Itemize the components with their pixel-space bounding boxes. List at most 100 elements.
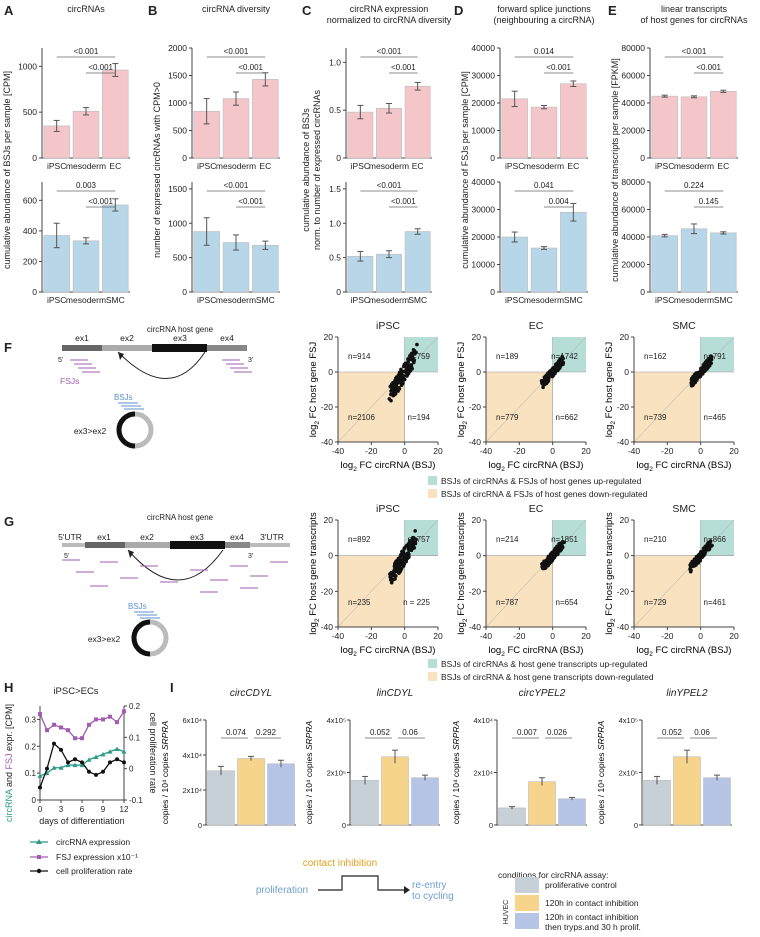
x-tick-label: -40 — [628, 446, 641, 456]
x-tick-label: 20 — [729, 631, 739, 641]
plot-title: iPSC — [376, 320, 400, 332]
p-value: <0.001 — [238, 197, 263, 206]
y-tick-label: 20000 — [471, 232, 495, 242]
junction-label: ex3>ex2 — [74, 426, 107, 436]
proliferation-series-marker — [122, 760, 126, 765]
y-axis-label: cumulative abundance of FSJs per sample … — [460, 71, 470, 269]
p-value: 0.004 — [549, 197, 570, 206]
data-point — [409, 539, 414, 543]
p-value: 0.007 — [517, 728, 538, 737]
y-tick-label: 2x10⁴ — [183, 786, 203, 795]
exon-label: ex4 — [230, 532, 244, 542]
y-tick-label: 0.2 — [25, 742, 37, 751]
bar-chart-bottom: 0 200 400 600 iPSC mesoderm SMC 0.003 <0.001 — [23, 181, 130, 305]
panel-letter: F — [4, 340, 12, 355]
circrna-ring-ex3 — [131, 619, 151, 657]
x-tick-label: -20 — [661, 446, 674, 456]
fsj-label: FSJs — [60, 376, 79, 386]
y-axis-label: copies / 10⁴ copies SRPRA — [304, 721, 314, 825]
exon — [62, 345, 102, 351]
p-value: 0.145 — [699, 197, 720, 206]
circrna-series-marker — [114, 746, 120, 751]
data-point — [552, 370, 557, 374]
backsplice-arc — [117, 351, 206, 379]
three-prime: 3' — [248, 357, 253, 364]
category-label: iPSC — [351, 295, 370, 305]
bar — [207, 770, 235, 826]
y-axis-label: cumulative abundance of transcripts per … — [610, 58, 620, 282]
y-tick-label: 40000 — [471, 43, 495, 53]
p-value: <0.001 — [88, 63, 113, 72]
scatter-g: -40-40 -20 -20 0 0 20 20 iPSC n=892 n=757 n=235 n =… — [308, 503, 443, 658]
qpcr-chart: circCDYL 0 2x10⁴ 4x10⁴ 6x10⁴ copies / 10⁴ cop… — [160, 688, 296, 830]
x-tick-label: 3 — [59, 805, 64, 814]
p-value: <0.001 — [224, 181, 249, 190]
y-tick-label: 20 — [472, 515, 482, 525]
bar — [703, 777, 731, 826]
data-point — [407, 555, 411, 559]
y-axis-label: number of expressed circRNAs with CPM>0 — [152, 82, 162, 258]
y-tick-label: 200 — [23, 256, 37, 266]
data-point — [541, 385, 545, 390]
data-point — [708, 544, 713, 548]
y-axis-label: cumulative abundance of BSJs per sample … — [2, 71, 12, 269]
circrna-series-marker — [51, 765, 57, 770]
category-label: EC — [259, 161, 271, 171]
x-tick-label: -20 — [513, 631, 526, 641]
bar — [558, 798, 586, 826]
circrna-series-marker — [107, 749, 113, 754]
y-tick-label: 400 — [23, 226, 37, 236]
proliferation-series-marker — [115, 757, 119, 762]
bar-chart-bottom: 0 500 1000 1500 iPSC mesoderm SMC <0.001 <0.001 — [168, 181, 280, 305]
category-label: mesoderm — [369, 295, 409, 305]
legend-text: BSJs of circRNA & host gene transcripts … — [441, 672, 654, 682]
y-tick-label: 20 — [324, 332, 334, 342]
y-tick-label: 1000 — [168, 98, 187, 108]
x-tick-label: 20 — [433, 631, 443, 641]
bar — [710, 91, 737, 159]
y-tick-label: 30000 — [471, 205, 495, 215]
category-label: mesoderm — [216, 295, 256, 305]
exon-label: ex3 — [173, 333, 187, 343]
junction-label: ex3>ex2 — [88, 634, 121, 644]
proliferation-series-marker — [45, 766, 49, 771]
data-point — [403, 364, 408, 368]
x-axis-label: log2 FC circRNA (BSJ) — [637, 460, 732, 473]
bar — [528, 781, 556, 826]
data-point — [546, 556, 550, 560]
count-label: n=194 — [408, 413, 431, 422]
y-tick-label: 0 — [640, 153, 645, 163]
exon-label: ex1 — [75, 333, 89, 343]
bar — [673, 756, 701, 826]
category-label: iPSC — [505, 295, 524, 305]
fsj-series-marker — [80, 736, 84, 741]
circrna-series-marker — [100, 751, 106, 757]
panel-title: circRNA expression — [350, 4, 429, 14]
legend-g: BSJs of circRNAs & host gene transcripts… — [428, 659, 654, 682]
p-value: 0.041 — [534, 181, 555, 190]
fsj-series-marker — [45, 728, 49, 733]
panel-title: of host genes for circRNAs — [640, 15, 748, 25]
p-value: 0.224 — [684, 181, 705, 190]
y-tick-label: -20 — [321, 402, 334, 412]
p-value: <0.001 — [682, 47, 707, 56]
diagonal — [485, 519, 587, 628]
y-tick-label: -20 — [469, 402, 482, 412]
circrna-ring-ex3 — [116, 411, 136, 449]
panel-title: circRNA diversity — [202, 4, 271, 14]
data-point — [703, 544, 708, 549]
bar — [560, 211, 587, 293]
bar — [381, 756, 409, 826]
data-point — [702, 367, 706, 371]
p-value: 0.074 — [226, 728, 247, 737]
p-value: <0.001 — [391, 197, 416, 206]
data-point — [399, 383, 404, 388]
y-tick-label: 1.5 — [329, 184, 341, 194]
panel-letter: H — [4, 680, 13, 695]
y-axis-label: log2 FC host gene FSJ — [604, 341, 617, 437]
x-tick-label: -20 — [365, 631, 378, 641]
y-tick-label: 4x10⁴ — [183, 751, 203, 760]
y-tick-label: 500 — [173, 126, 187, 136]
y-tick-label: 0 — [490, 287, 495, 297]
category-label: mesoderm — [369, 161, 409, 171]
